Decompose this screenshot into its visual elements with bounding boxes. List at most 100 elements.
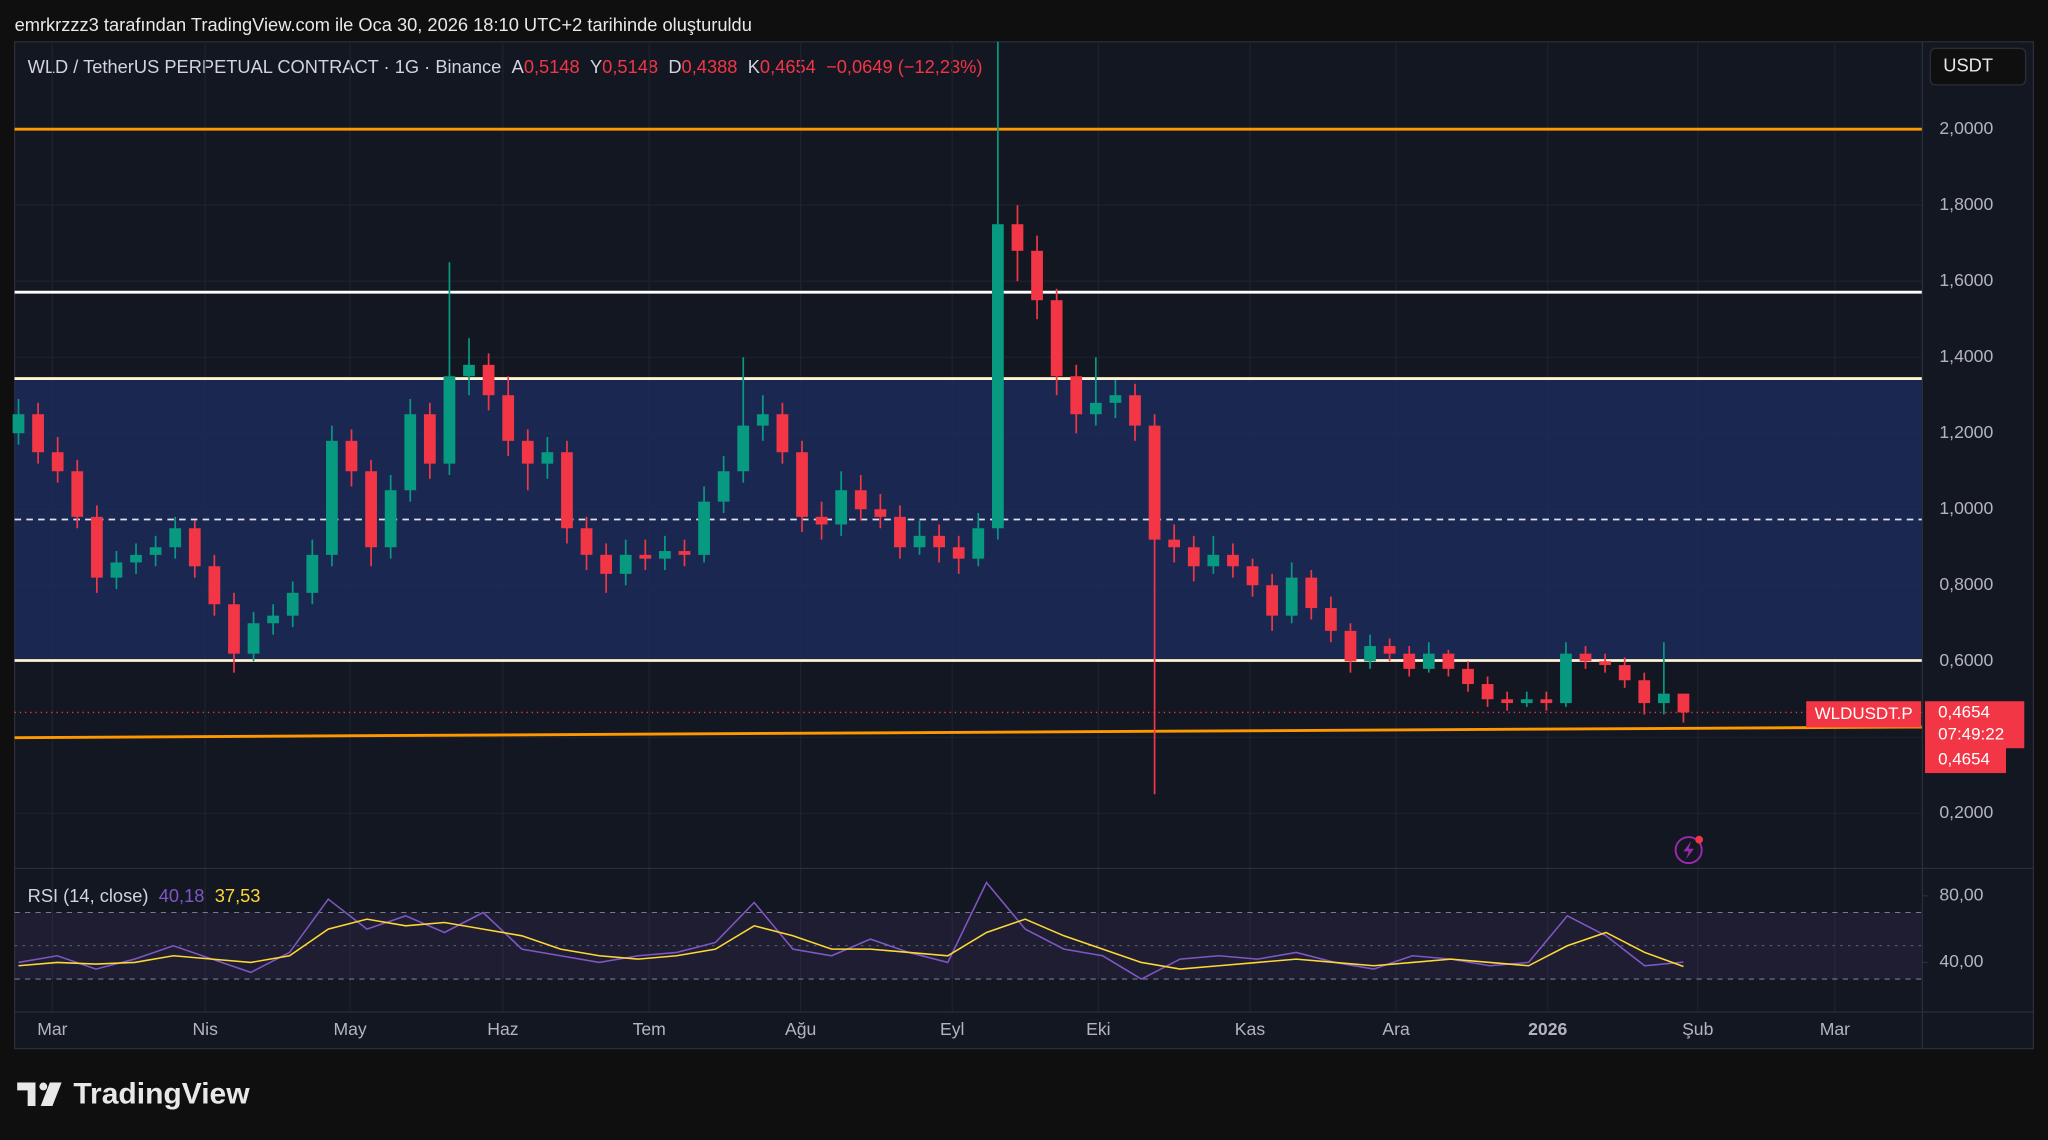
plot: Mar Nis May Haz Tem Ağu Eyl Eki Kas Ara 2026 Şub Mar… <box>12 41 1993 1039</box>
candle-body <box>51 452 64 472</box>
logo <box>17 1082 62 1107</box>
candle-body <box>267 615 280 624</box>
rsi-line <box>18 918 1684 970</box>
x-tick-label: Kas <box>1235 1019 1266 1039</box>
currency-button[interactable] <box>1929 47 2027 86</box>
candle-body <box>1207 554 1220 567</box>
candle-body <box>208 566 221 605</box>
footer-brand: TradingView <box>73 1078 250 1111</box>
c-label: K <box>748 56 760 77</box>
change: −0,0649 (−12,23%) <box>826 56 982 77</box>
l-value: 0,4388 <box>682 56 738 77</box>
candle-body <box>1383 646 1396 654</box>
candle-body <box>639 554 652 559</box>
symbol: WLD / TetherUS PERPETUAL CONTRACT · 1G ·… <box>28 56 502 77</box>
candle-body <box>541 452 554 464</box>
y-tick-label: 0,2000 <box>1939 802 1993 822</box>
candle-body <box>90 516 103 578</box>
candle-body <box>600 554 613 574</box>
candle-body <box>894 516 906 548</box>
y-tick-label: 1,8000 <box>1939 194 1993 214</box>
candle-body <box>952 547 965 559</box>
candle-body <box>1011 224 1024 251</box>
candle-body <box>1618 665 1631 681</box>
candle-body <box>1305 577 1318 609</box>
candle-body <box>1599 661 1611 666</box>
candle-body <box>1657 693 1670 704</box>
candle-body <box>1285 577 1298 616</box>
candle-body <box>1344 630 1357 662</box>
y-tick-label: 2,0000 <box>1939 118 1993 138</box>
candle-body <box>1403 653 1416 669</box>
candle-body <box>1638 680 1651 704</box>
candle-body <box>365 471 377 548</box>
logo-dot <box>39 1082 48 1091</box>
candle-body <box>1481 684 1494 700</box>
candle-body <box>1501 699 1514 704</box>
candle-body <box>874 509 887 517</box>
candle-body <box>502 395 515 441</box>
candle-body <box>32 414 44 453</box>
legend: WLD / TetherUS PERPETUAL CONTRACT · 1G ·… <box>28 56 983 77</box>
candle-body <box>1187 547 1200 567</box>
rsi-legend: RSI (14, close) 40,18 37,53 <box>28 885 261 906</box>
candle-body <box>1520 699 1533 704</box>
y-tick-label: 0,8000 <box>1939 574 1993 594</box>
y-tick-label: 1,0000 <box>1939 498 1993 518</box>
candle-body <box>815 516 828 525</box>
logo-mark <box>17 1082 36 1107</box>
candle-body <box>384 490 397 548</box>
y-tick-label: 1,4000 <box>1939 346 1993 366</box>
candle-body <box>756 414 769 426</box>
candle-body <box>423 414 436 464</box>
x-tick-label: Şub <box>1682 1019 1714 1039</box>
h-value: 0,5148 <box>602 56 658 77</box>
price-tag <box>1925 701 2025 749</box>
logo-slash <box>40 1082 62 1107</box>
candle-body <box>130 554 142 563</box>
candle-body <box>717 471 730 502</box>
candle-body <box>933 535 945 548</box>
candle-body <box>1422 653 1435 669</box>
candle-body <box>1540 699 1553 704</box>
x-tick-label: May <box>333 1019 366 1039</box>
symbol-tag <box>1806 701 1922 728</box>
x-tick-label: Mar <box>1820 1019 1850 1039</box>
price-tag-2-text: 0,4654 <box>1938 749 1990 768</box>
x-tick-label: Ara <box>1382 1019 1410 1039</box>
candle-body <box>1677 693 1690 713</box>
alert-icon[interactable] <box>1674 836 1703 865</box>
candle-body <box>1560 653 1572 704</box>
candle-body <box>149 547 162 555</box>
x-tick-label: Ağu <box>785 1019 816 1039</box>
candle-body <box>580 528 593 555</box>
candle-body <box>463 364 475 377</box>
rsi-line <box>18 881 1684 980</box>
price-tag-2 <box>1925 746 2006 774</box>
candle-body <box>1050 300 1063 377</box>
y-tick-label: 0,6000 <box>1939 650 1993 670</box>
alert-bolt <box>1683 840 1694 860</box>
candle-body <box>619 554 632 574</box>
candle-body <box>482 364 495 396</box>
candle-body <box>169 528 182 548</box>
candle-body <box>1364 646 1376 662</box>
symbol-tag-text: WLDUSDT.P <box>1815 704 1913 723</box>
candle-body <box>1070 376 1083 415</box>
candle-body <box>1109 395 1122 403</box>
y-tick-label: 1,2000 <box>1939 422 1993 442</box>
candle-body <box>698 501 710 555</box>
currency[interactable]: USDT <box>1943 54 1993 75</box>
alert-dot <box>1695 835 1704 844</box>
candle-body <box>1579 653 1592 662</box>
candle-body <box>678 551 691 555</box>
candle-body <box>228 604 240 654</box>
x-tick-label: Mar <box>37 1019 67 1039</box>
x-tick-label: Tem <box>633 1019 666 1039</box>
candle-body <box>1246 566 1259 586</box>
candle-body <box>659 551 671 559</box>
price-tag-price: 0,4654 <box>1938 702 1990 721</box>
x-tick-label: Eki <box>1086 1019 1110 1039</box>
